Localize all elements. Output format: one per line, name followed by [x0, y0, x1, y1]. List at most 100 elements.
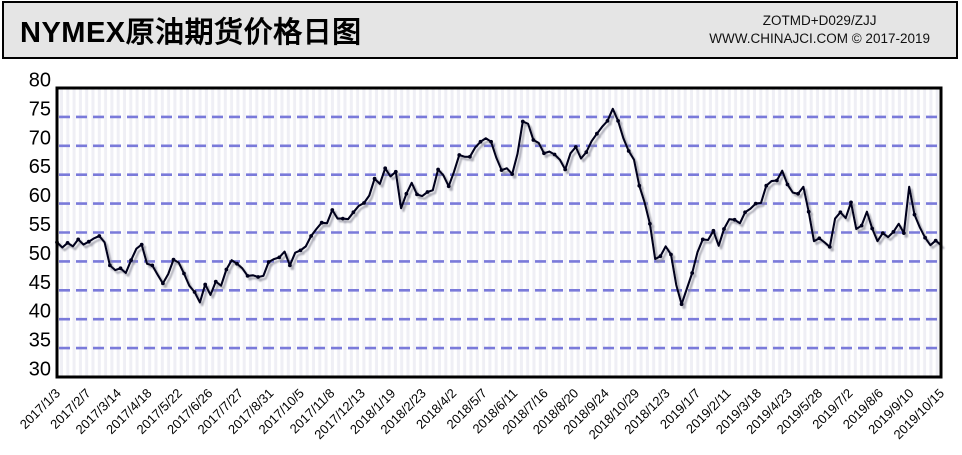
- price-marker-dot: [330, 208, 335, 212]
- price-marker-dot: [224, 267, 229, 272]
- chart-header: NYMEX原油期货价格日图 ZOTMD+D029/ZJJ WWW.CHINAJC…: [2, 1, 958, 59]
- price-marker-dot: [637, 183, 642, 188]
- price-marker-dot: [161, 281, 165, 286]
- price-marker-dot: [817, 236, 822, 241]
- price-marker-dot: [584, 150, 589, 155]
- x-axis-labels: 2017/1/32017/2/72017/3/142017/4/182017/5…: [17, 386, 947, 443]
- price-marker-dot: [362, 201, 366, 205]
- price-marker-dot: [531, 138, 536, 142]
- price-marker-dot: [404, 191, 409, 196]
- price-marker-dot: [616, 119, 620, 123]
- price-marker-dot: [298, 248, 303, 253]
- price-marker-dot: [266, 260, 271, 264]
- price-marker-dot: [679, 302, 684, 307]
- y-tick-label: 35: [29, 330, 51, 352]
- price-marker-dot: [340, 216, 345, 221]
- price-marker-dot: [478, 139, 483, 144]
- price-marker-dot: [891, 230, 896, 234]
- price-marker-dot: [775, 178, 779, 183]
- page-title: NYMEX原油期货价格日图: [20, 17, 362, 49]
- price-marker-dot: [213, 279, 218, 284]
- price-marker-dot: [277, 255, 282, 260]
- plot-border: [55, 86, 943, 379]
- price-marker-dot: [859, 223, 864, 228]
- price-marker-dot: [700, 237, 705, 242]
- price-marker-dot: [520, 119, 525, 124]
- price-marker-dot: [65, 241, 70, 245]
- price-marker-dot: [510, 172, 515, 177]
- price-marker-dot: [139, 242, 144, 247]
- price-marker-dot: [690, 271, 695, 275]
- price-marker-dot: [129, 258, 134, 263]
- price-marker-dot: [425, 190, 430, 194]
- y-tick-label: 80: [29, 70, 51, 92]
- watermark-site: WWW.CHINAJCI.COM © 2017-2019: [709, 31, 930, 46]
- price-marker-dot: [171, 257, 176, 262]
- price-marker-dot: [796, 191, 800, 196]
- price-marker-dot: [256, 275, 260, 279]
- price-marker-dot: [722, 227, 726, 231]
- price-marker-dot: [415, 192, 419, 197]
- price-marker-dot: [436, 167, 440, 172]
- price-marker-dot: [605, 119, 610, 123]
- price-marker-dot: [319, 220, 324, 225]
- y-tick-label: 45: [29, 272, 51, 294]
- watermark: ZOTMD+D029/ZJJ WWW.CHINAJCI.COM © 2017-2…: [709, 12, 930, 48]
- price-marker-dot: [86, 239, 91, 244]
- price-marker-dot: [669, 252, 673, 257]
- price-marker-dot: [383, 166, 388, 171]
- y-axis-labels: 80 75 70 65 60 55 50 45 40 35 30: [29, 70, 51, 381]
- price-marker-dot: [626, 149, 631, 153]
- price-marker-dot: [552, 152, 557, 157]
- y-tick-label: 55: [29, 214, 51, 236]
- price-marker-dot: [182, 271, 186, 276]
- price-markers: [55, 119, 938, 307]
- price-marker-dot: [573, 145, 578, 149]
- price-marker-dot: [351, 210, 356, 215]
- price-marker-dot: [489, 139, 493, 144]
- price-marker-dot: [711, 228, 716, 233]
- price-line: [55, 107, 943, 306]
- price-marker-dot: [827, 245, 832, 249]
- y-tick-label: 70: [29, 127, 51, 149]
- price-marker-dot: [235, 261, 239, 266]
- price-line-series: [55, 107, 943, 307]
- price-marker-dot: [743, 210, 747, 215]
- price-marker-dot: [468, 154, 472, 159]
- y-tick-label: 75: [29, 98, 51, 120]
- price-marker-dot: [203, 282, 208, 287]
- price-marker-dot: [457, 153, 462, 157]
- watermark-code: ZOTMD+D029/ZJJ: [762, 13, 877, 29]
- price-marker-dot: [309, 234, 313, 238]
- price-marker-dot: [870, 226, 875, 231]
- price-marker-dot: [764, 183, 769, 188]
- price-marker-dot: [732, 217, 737, 222]
- price-marker-dot: [849, 200, 853, 205]
- price-marker-dot: [192, 290, 197, 294]
- price-marker-dot: [393, 169, 398, 174]
- price-marker-dot: [658, 254, 663, 259]
- y-tick-label: 50: [29, 243, 51, 265]
- price-marker-dot: [446, 184, 451, 189]
- price-marker-dot: [563, 167, 568, 172]
- price-marker-dot: [108, 263, 112, 268]
- price-marker-dot: [648, 221, 652, 226]
- price-marker-dot: [150, 263, 155, 268]
- price-marker-dot: [118, 266, 123, 271]
- price-marker-dot: [933, 238, 938, 243]
- price-marker-dot: [785, 182, 790, 187]
- price-marker-dot: [372, 176, 377, 181]
- price-marker-dot: [76, 237, 81, 242]
- price-marker-dot: [838, 210, 843, 215]
- y-tick-label: 40: [29, 301, 51, 323]
- price-marker-dot: [880, 231, 885, 236]
- y-tick-label: 60: [29, 185, 51, 207]
- price-marker-dot: [97, 234, 102, 238]
- price-marker-dot: [753, 201, 758, 206]
- price-marker-dot: [542, 151, 546, 156]
- y-tick-label: 30: [29, 359, 51, 381]
- gridlines: [59, 115, 939, 350]
- price-marker-dot: [595, 131, 599, 136]
